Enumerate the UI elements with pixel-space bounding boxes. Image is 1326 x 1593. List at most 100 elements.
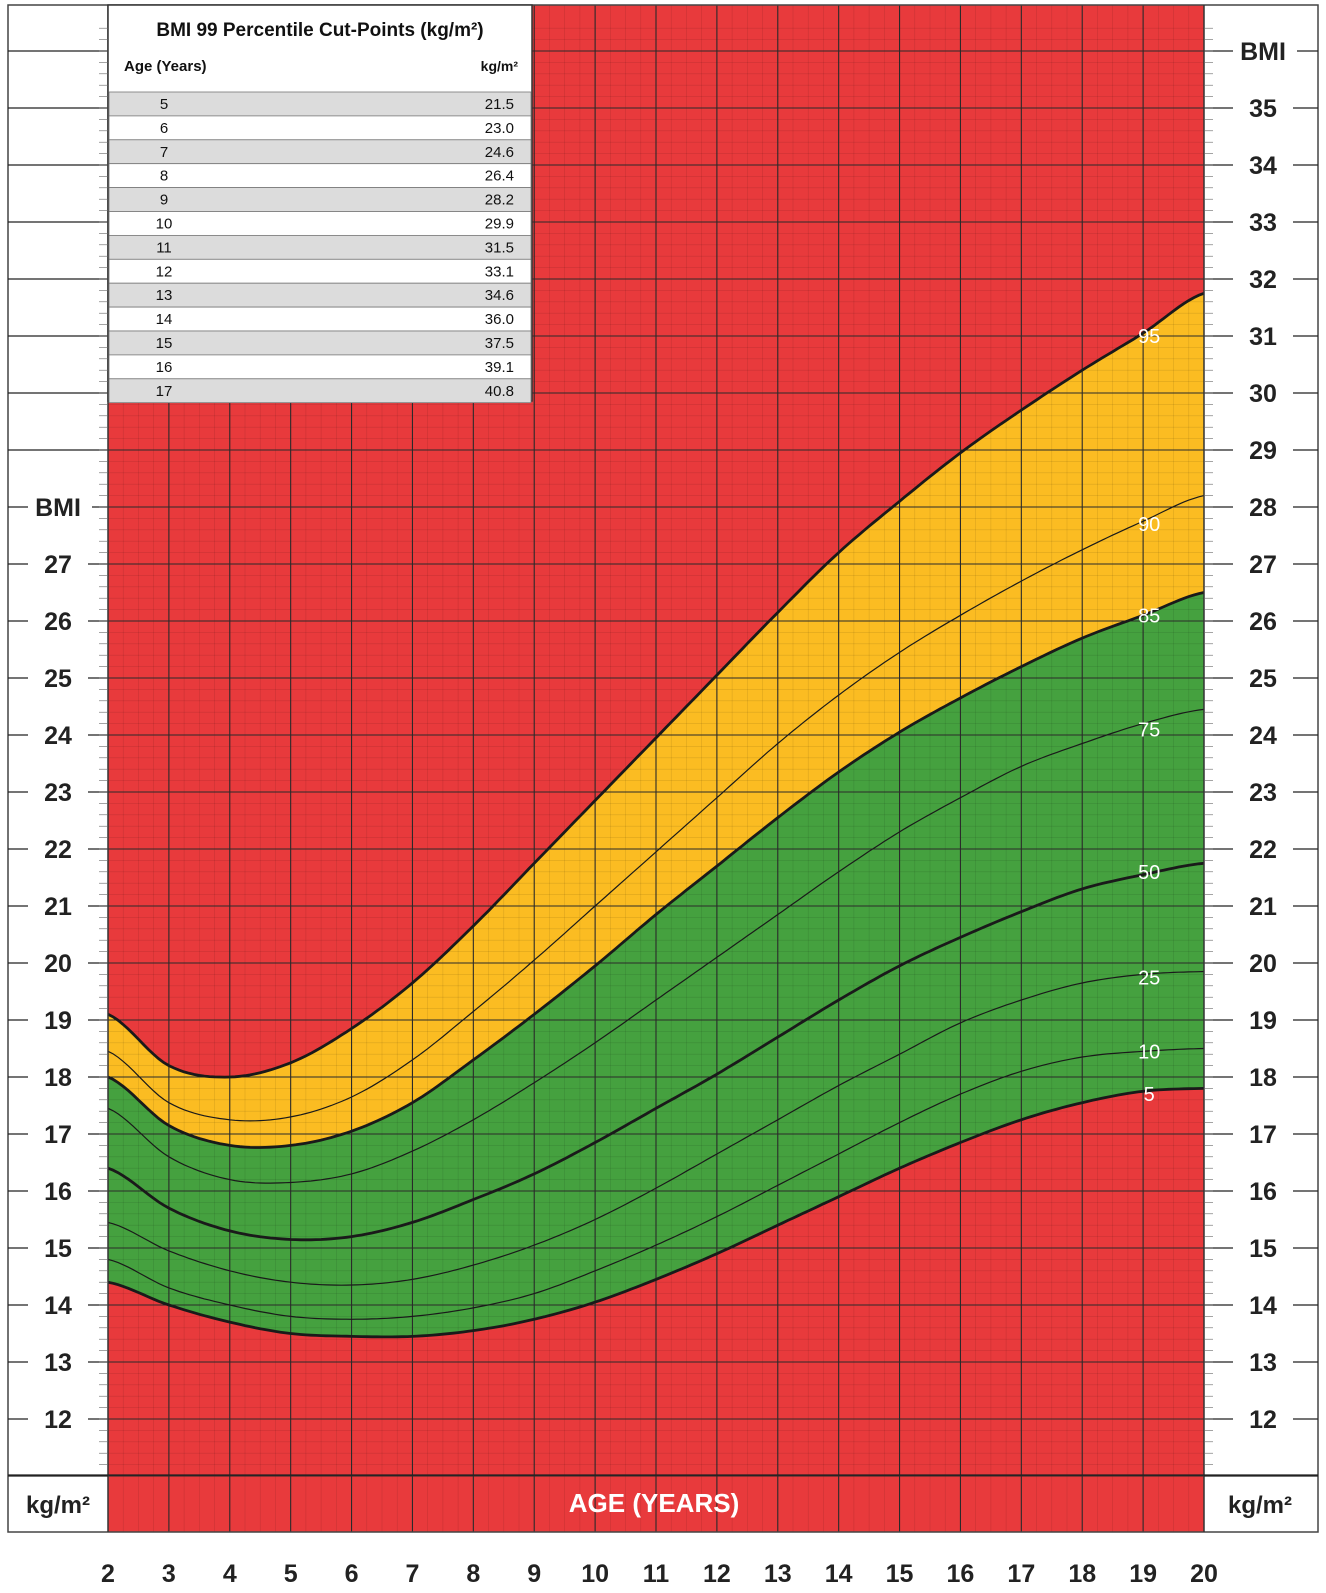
right-unit-label: kg/m² xyxy=(1228,1492,1292,1519)
right-y-tick-label: 13 xyxy=(1249,1349,1277,1377)
table-cell-value: 26.4 xyxy=(485,168,514,185)
left-tick-bg xyxy=(28,1348,88,1376)
table-row xyxy=(108,163,532,188)
left-tick-bg xyxy=(28,721,88,749)
table-cell-age: 15 xyxy=(156,335,173,352)
percentile-label-5: 5 xyxy=(1144,1084,1155,1106)
right-y-tick-label: 25 xyxy=(1249,665,1277,693)
left-tick-bg xyxy=(28,892,88,920)
table-cell-age: 11 xyxy=(156,239,172,256)
table-cell-age: 10 xyxy=(156,216,173,233)
left-y-tick-label: 13 xyxy=(44,1349,72,1377)
percentile-line-25 xyxy=(107,970,1205,1286)
right-y-tick-label: 15 xyxy=(1249,1235,1277,1263)
table-row xyxy=(108,115,532,141)
x-tick-label: 20 xyxy=(1190,1560,1218,1588)
x-tick-label: 12 xyxy=(703,1560,731,1588)
table-cell-age: 5 xyxy=(160,96,168,113)
right-tick-bg xyxy=(1233,1063,1293,1091)
right-tick-bg xyxy=(1233,721,1293,749)
left-tick-bg xyxy=(28,949,88,977)
percentile-label-10: 10 xyxy=(1138,1041,1160,1063)
left-ylabel-bg xyxy=(28,491,92,523)
left-y-tick-label: 17 xyxy=(44,1121,72,1149)
right-y-tick-label: 17 xyxy=(1249,1121,1277,1149)
left-tick-bg xyxy=(28,1120,88,1148)
table-cell-value: 37.5 xyxy=(485,335,514,352)
table-cell-value: 40.8 xyxy=(485,383,514,400)
left-tick-bg xyxy=(28,1006,88,1034)
right-y-tick-label: 12 xyxy=(1249,1406,1277,1434)
x-tick-label: 3 xyxy=(162,1560,176,1588)
table-cell-value: 29.9 xyxy=(485,216,514,233)
percentile-line-10 xyxy=(107,1047,1205,1320)
x-tick-label: 11 xyxy=(643,1560,670,1588)
table-cell-age: 17 xyxy=(156,383,173,400)
table-cell-age: 12 xyxy=(156,263,173,280)
left-tick-bg xyxy=(28,835,88,863)
right-y-tick-label: 31 xyxy=(1249,323,1277,351)
left-y-tick-label: 24 xyxy=(44,722,72,750)
right-y-tick-label: 21 xyxy=(1249,893,1277,921)
outer-border xyxy=(7,4,1319,1533)
right-y-axis-title: BMI xyxy=(1240,38,1286,66)
right-y-tick-label: 14 xyxy=(1249,1292,1277,1320)
table-row xyxy=(108,187,532,212)
left-tick-bg xyxy=(28,1063,88,1091)
right-tick-bg xyxy=(1233,1120,1293,1148)
left-tick-bg xyxy=(28,1291,88,1319)
table-row xyxy=(108,91,532,117)
right-y-tick-label: 19 xyxy=(1249,1007,1277,1035)
table-cell-age: 7 xyxy=(160,144,168,161)
right-tick-bg xyxy=(1233,1006,1293,1034)
table-row xyxy=(108,234,532,260)
right-tick-bg xyxy=(1233,265,1293,293)
percentile-line-90 xyxy=(107,495,1205,1122)
x-tick-label: 8 xyxy=(466,1560,480,1588)
table-row xyxy=(108,378,532,404)
table-header-age: Age (Years) xyxy=(124,58,207,75)
cutpoint-table: BMI 99 Percentile Cut-Points (kg/m²) Age … xyxy=(107,4,533,404)
left-y-tick-label: 14 xyxy=(44,1292,72,1320)
percentile-line-85 xyxy=(107,591,1205,1149)
right-y-tick-label: 24 xyxy=(1249,722,1277,750)
left-y-axis-title: BMI xyxy=(35,494,81,522)
x-tick-label: 19 xyxy=(1129,1560,1157,1588)
right-y-tick-label: 30 xyxy=(1249,380,1277,408)
right-y-tick-label: 33 xyxy=(1249,209,1277,237)
table-cell-age: 14 xyxy=(156,311,173,328)
right-y-tick-label: 29 xyxy=(1249,437,1277,465)
x-tick-label: 13 xyxy=(764,1560,792,1588)
table-cell-age: 16 xyxy=(156,359,173,376)
left-tick-bg xyxy=(28,778,88,806)
right-tick-bg xyxy=(1233,1291,1293,1319)
right-unit-bg xyxy=(1206,1477,1316,1531)
right-y-tick-label: 28 xyxy=(1249,494,1277,522)
right-tick-bg xyxy=(1233,550,1293,578)
x-tick-label: 14 xyxy=(825,1560,853,1588)
right-tick-bg xyxy=(1233,1234,1293,1262)
percentile-label-85: 85 xyxy=(1138,605,1160,627)
left-y-tick-label: 23 xyxy=(44,779,72,807)
left-y-tick-label: 18 xyxy=(44,1064,72,1092)
left-y-tick-label: 26 xyxy=(44,608,72,636)
table-cell-value: 31.5 xyxy=(485,239,514,256)
left-tick-bg xyxy=(28,1177,88,1205)
right-y-tick-label: 23 xyxy=(1249,779,1277,807)
x-tick-label: 9 xyxy=(527,1560,541,1588)
right-tick-bg xyxy=(1233,379,1293,407)
right-tick-bg xyxy=(1233,208,1293,236)
right-y-tick-label: 27 xyxy=(1249,551,1277,579)
table-cell-value: 33.1 xyxy=(485,263,514,280)
table-header-value: kg/m² xyxy=(481,58,519,74)
percentile-curves: 5 10 25 50 75 85 90 95 xyxy=(107,291,1205,1339)
left-y-tick-label: 27 xyxy=(44,551,72,579)
x-tick-label: 16 xyxy=(947,1560,975,1588)
x-tick-label: 2 xyxy=(101,1560,115,1588)
right-tick-bg xyxy=(1233,892,1293,920)
table-cell-value: 21.5 xyxy=(485,96,514,113)
table-cell-age: 8 xyxy=(160,168,168,185)
right-tick-bg xyxy=(1233,1348,1293,1376)
left-tick-bg xyxy=(28,1234,88,1262)
